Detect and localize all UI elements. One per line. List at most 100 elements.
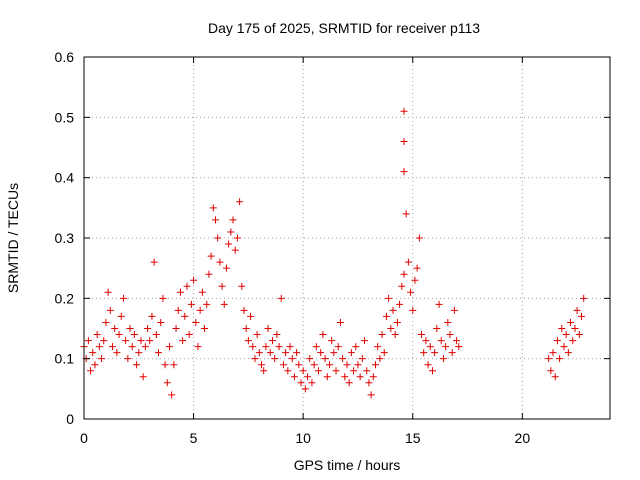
data-point bbox=[207, 252, 215, 260]
data-point bbox=[297, 379, 305, 387]
data-point bbox=[450, 306, 458, 314]
data-point bbox=[124, 355, 132, 363]
data-point bbox=[455, 343, 463, 351]
data-point bbox=[407, 288, 415, 296]
data-point bbox=[571, 325, 579, 332]
data-point bbox=[258, 361, 266, 369]
data-point bbox=[251, 355, 259, 363]
data-point bbox=[306, 355, 314, 363]
data-point bbox=[323, 373, 331, 381]
data-point bbox=[426, 343, 434, 351]
data-point bbox=[84, 337, 92, 345]
data-point bbox=[299, 367, 307, 375]
data-point bbox=[371, 361, 379, 369]
data-point bbox=[424, 361, 432, 369]
data-point bbox=[168, 391, 176, 399]
data-point bbox=[569, 337, 577, 345]
y-tick-label: 0.2 bbox=[55, 290, 75, 306]
data-point bbox=[295, 361, 303, 369]
data-point bbox=[113, 349, 121, 357]
data-point bbox=[95, 343, 103, 351]
data-point bbox=[198, 288, 206, 296]
data-point bbox=[159, 294, 167, 302]
data-point bbox=[216, 258, 224, 266]
chart-title: Day 175 of 2025, SRMTID for receiver p11… bbox=[208, 20, 480, 36]
y-tick-label: 0.3 bbox=[55, 230, 75, 246]
data-point bbox=[100, 337, 108, 345]
data-point bbox=[393, 318, 401, 326]
x-tick-label: 20 bbox=[515, 430, 531, 446]
data-point bbox=[358, 355, 366, 363]
data-point bbox=[341, 373, 349, 381]
data-point bbox=[268, 337, 276, 345]
data-point bbox=[133, 361, 141, 369]
data-point bbox=[137, 337, 145, 345]
data-point bbox=[328, 337, 336, 345]
y-tick-label: 0.1 bbox=[55, 351, 75, 367]
data-point bbox=[163, 379, 171, 387]
data-point bbox=[431, 349, 439, 357]
data-point bbox=[310, 361, 318, 369]
data-point bbox=[336, 318, 344, 326]
data-point bbox=[549, 349, 557, 357]
data-point bbox=[231, 246, 239, 254]
data-point bbox=[275, 343, 283, 351]
data-point bbox=[382, 312, 390, 320]
data-point bbox=[560, 343, 568, 351]
data-point bbox=[301, 385, 309, 393]
data-point bbox=[356, 373, 364, 381]
data-point bbox=[369, 373, 377, 381]
data-point bbox=[242, 325, 250, 332]
data-point bbox=[545, 355, 553, 363]
data-point bbox=[98, 355, 106, 363]
data-point bbox=[350, 367, 358, 375]
data-point bbox=[108, 343, 116, 351]
data-point bbox=[428, 367, 436, 375]
data-point bbox=[220, 300, 228, 308]
data-point bbox=[91, 361, 99, 369]
data-point bbox=[551, 373, 559, 381]
data-point bbox=[218, 282, 226, 290]
data-point bbox=[244, 337, 252, 345]
data-point bbox=[165, 343, 173, 351]
y-tick-label: 0.5 bbox=[55, 109, 75, 125]
data-point bbox=[284, 367, 292, 375]
data-point bbox=[253, 331, 261, 339]
y-tick-label: 0 bbox=[66, 411, 74, 427]
data-point bbox=[334, 343, 342, 351]
data-point bbox=[317, 349, 325, 357]
data-point bbox=[266, 349, 274, 357]
data-point bbox=[380, 349, 388, 357]
data-point bbox=[102, 318, 110, 326]
data-point bbox=[255, 349, 263, 357]
data-point bbox=[385, 294, 393, 302]
data-point bbox=[192, 318, 200, 326]
data-point bbox=[212, 216, 219, 224]
data-point bbox=[262, 343, 270, 351]
y-axis-ticks: 0 0.1 0.2 0.3 0.4 0.5 0.6 bbox=[55, 49, 610, 427]
data-point bbox=[378, 331, 386, 339]
data-point bbox=[304, 373, 312, 381]
data-point bbox=[391, 331, 399, 339]
data-point bbox=[411, 276, 419, 284]
data-point bbox=[273, 331, 281, 339]
data-point bbox=[161, 361, 169, 369]
data-point bbox=[282, 349, 290, 357]
data-point bbox=[376, 355, 384, 363]
data-point bbox=[115, 331, 123, 339]
x-axis-ticks: 0 5 10 15 20 bbox=[80, 57, 530, 446]
data-point bbox=[187, 300, 195, 308]
data-point bbox=[442, 343, 450, 351]
data-point bbox=[225, 240, 233, 248]
data-point bbox=[361, 337, 369, 345]
data-point bbox=[547, 367, 555, 375]
data-point bbox=[448, 349, 456, 357]
x-tick-label: 10 bbox=[295, 430, 311, 446]
data-point bbox=[400, 107, 408, 115]
data-point bbox=[126, 325, 134, 332]
data-point bbox=[420, 349, 428, 357]
data-point bbox=[339, 355, 347, 363]
x-axis-label: GPS time / hours bbox=[294, 457, 401, 473]
data-point bbox=[214, 234, 222, 242]
data-point bbox=[249, 343, 257, 351]
